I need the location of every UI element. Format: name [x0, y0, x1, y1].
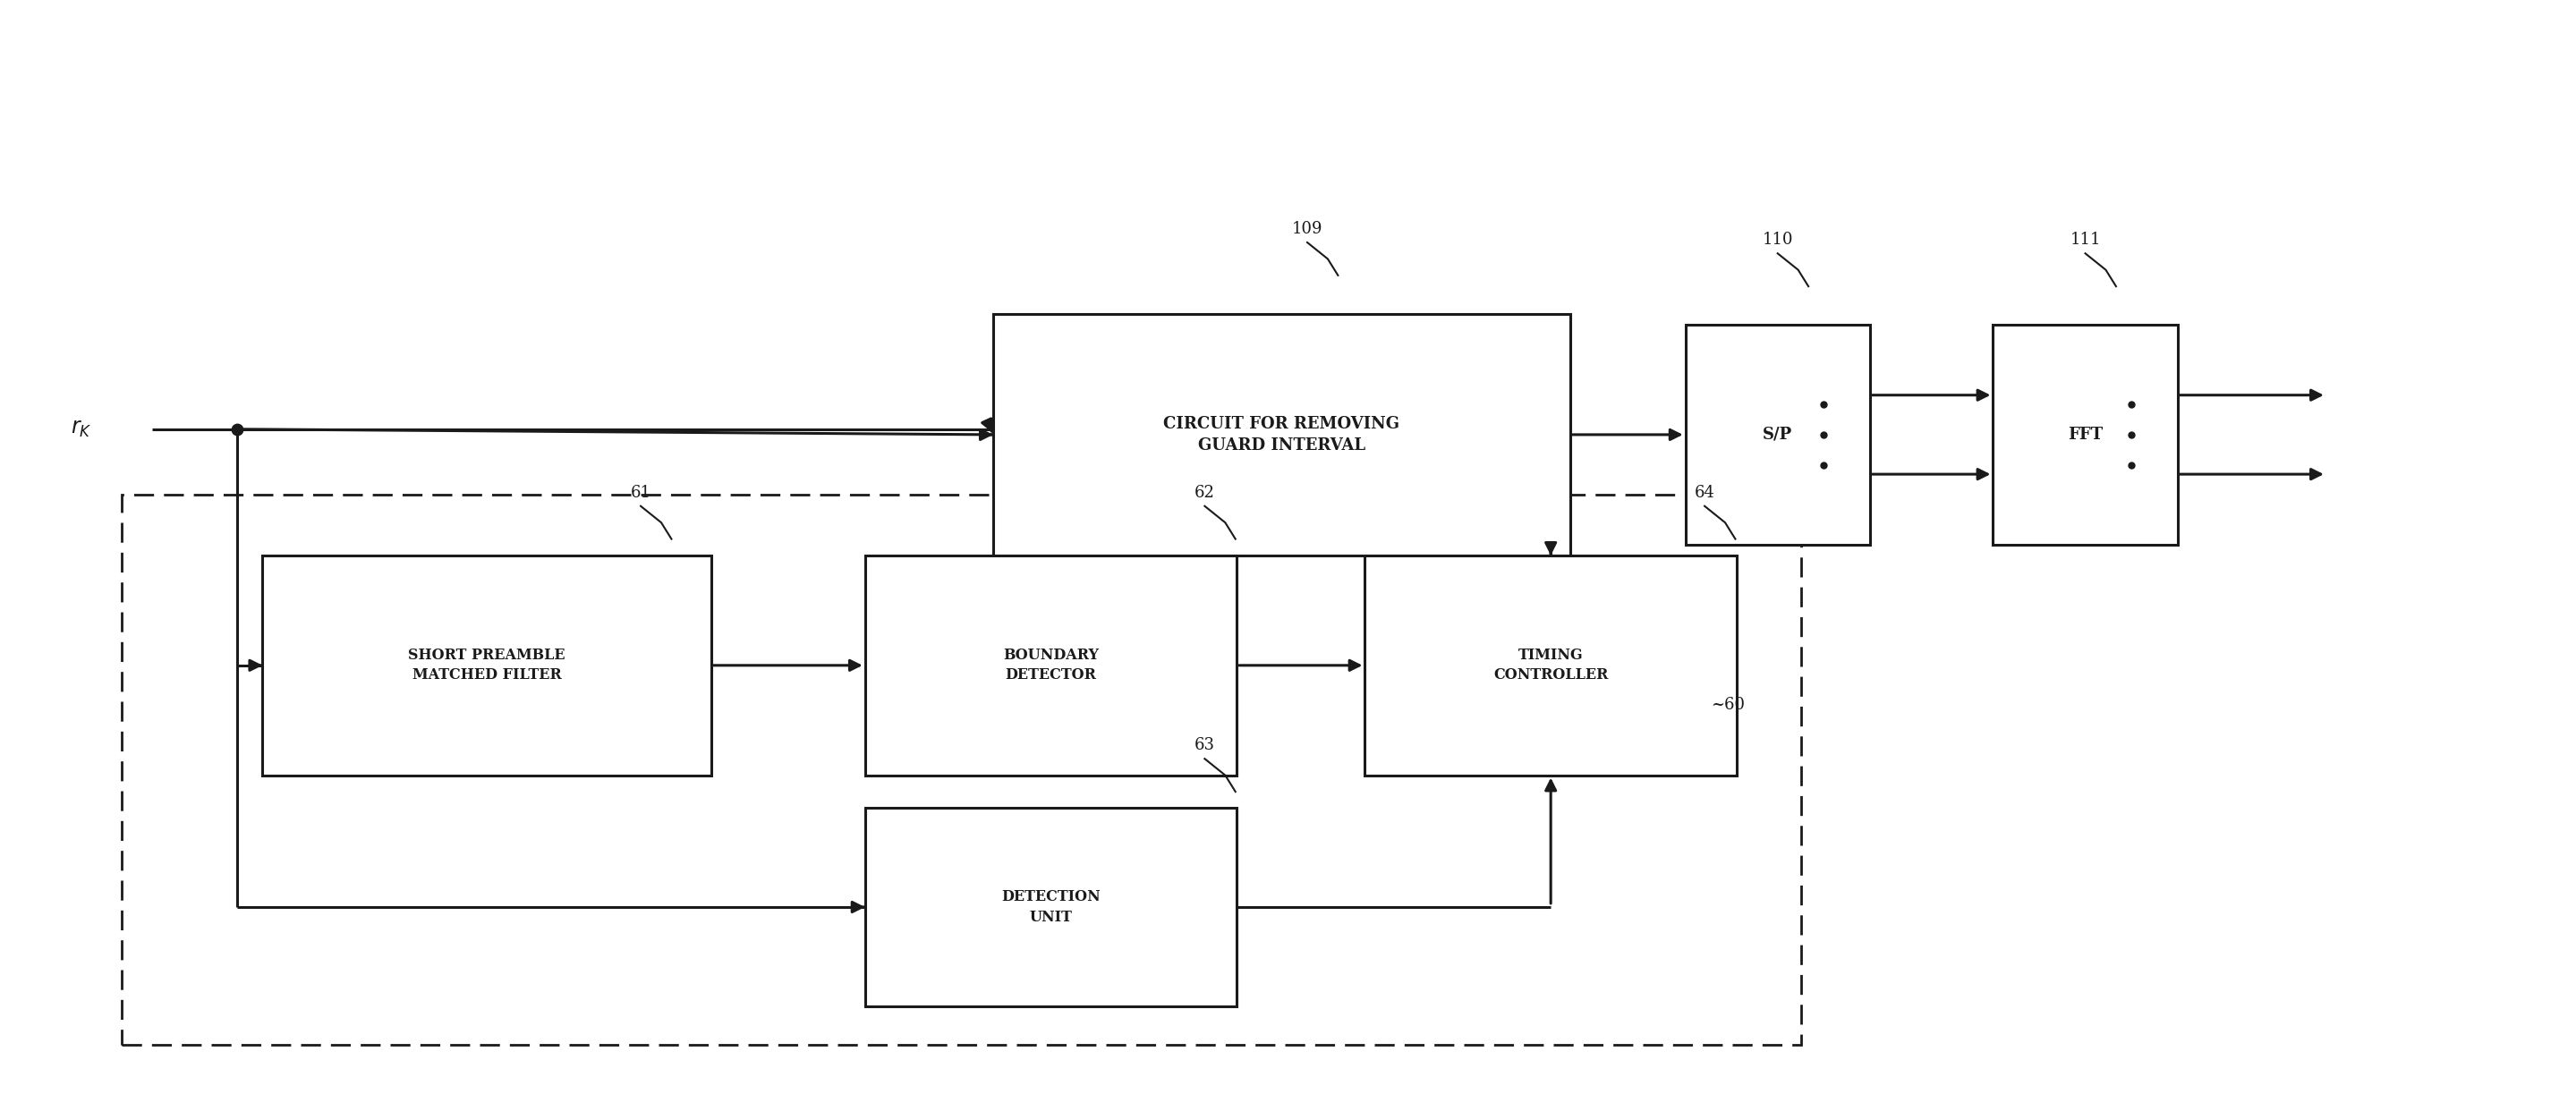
Bar	[263, 556, 711, 775]
Bar	[866, 556, 1236, 775]
Bar	[1685, 324, 1870, 544]
Text: 110: 110	[1762, 232, 1793, 248]
Bar	[994, 313, 1569, 556]
Text: TIMING
CONTROLLER: TIMING CONTROLLER	[1494, 648, 1607, 683]
Text: 62: 62	[1195, 484, 1216, 501]
Text: SHORT PREAMBLE
MATCHED FILTER: SHORT PREAMBLE MATCHED FILTER	[410, 648, 567, 683]
Text: ~60: ~60	[1710, 697, 1744, 713]
Text: BOUNDARY
DETECTOR: BOUNDARY DETECTOR	[1002, 648, 1100, 683]
Text: 109: 109	[1291, 221, 1321, 237]
Text: 111: 111	[2071, 232, 2099, 248]
Bar	[1994, 324, 2177, 544]
Bar	[1365, 556, 1736, 775]
Text: CIRCUIT FOR REMOVING
GUARD INTERVAL: CIRCUIT FOR REMOVING GUARD INTERVAL	[1164, 416, 1399, 453]
Text: 61: 61	[631, 484, 652, 501]
Text: S/P: S/P	[1762, 427, 1793, 442]
Text: 64: 64	[1695, 484, 1716, 501]
Text: 63: 63	[1195, 737, 1216, 753]
Text: $r_K$: $r_K$	[70, 419, 93, 440]
Bar	[866, 808, 1236, 1005]
Text: FFT: FFT	[2069, 427, 2102, 442]
Bar	[121, 496, 1801, 1044]
Text: DETECTION
UNIT: DETECTION UNIT	[1002, 890, 1100, 924]
